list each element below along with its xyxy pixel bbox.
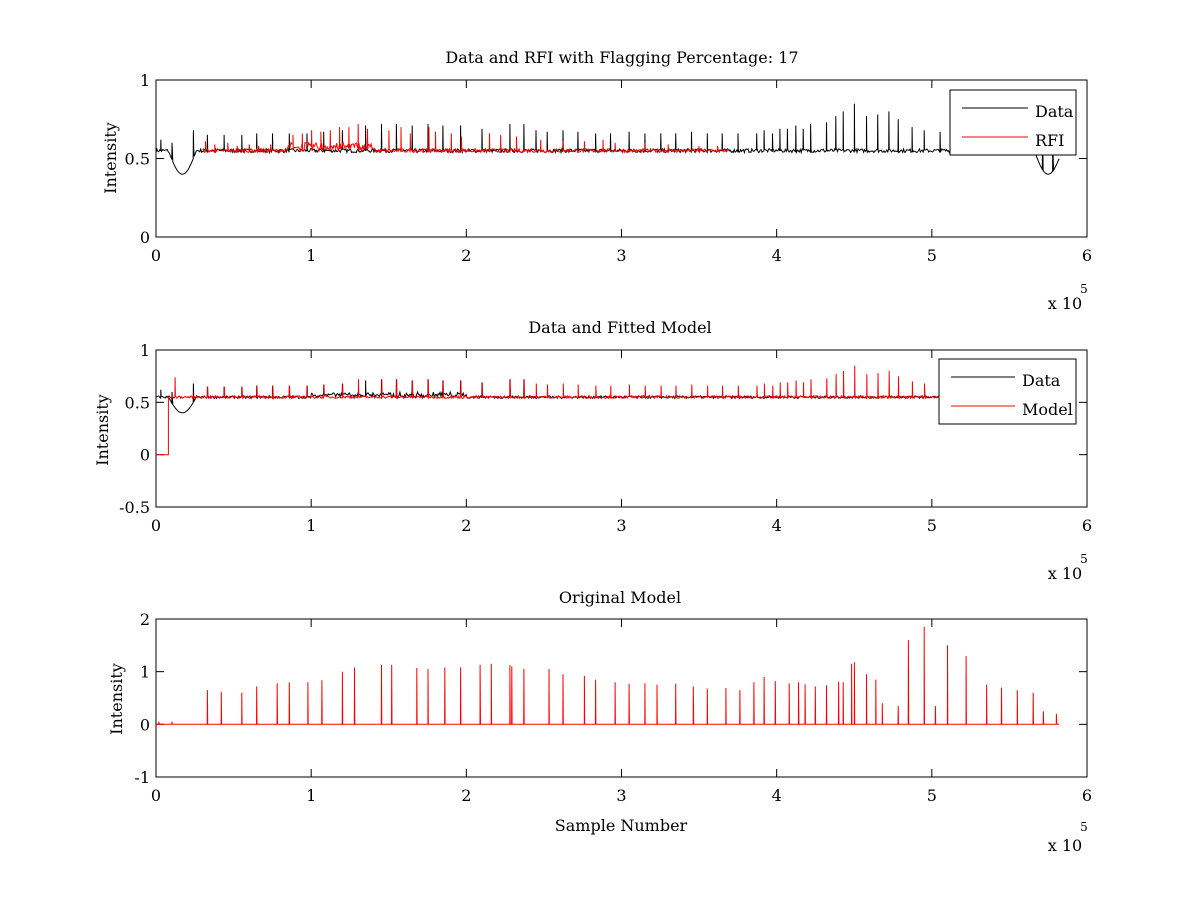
x-tick-label: 5 bbox=[927, 246, 937, 265]
panel-2-legend-box bbox=[938, 358, 1077, 425]
panel-2-legend-data-label: Data bbox=[1022, 371, 1061, 390]
series-rfi-line bbox=[202, 123, 730, 155]
x-tick-label: 1 bbox=[306, 246, 316, 265]
panel-3-xlabel: Sample Number bbox=[555, 816, 688, 835]
panel-1-legend-rfi-label: RFI bbox=[1035, 131, 1064, 150]
series-data-line bbox=[155, 379, 1060, 414]
x-tick-label: 3 bbox=[616, 786, 626, 805]
x-tick-label: 2 bbox=[461, 516, 471, 535]
y-tick-label: 0 bbox=[140, 715, 150, 734]
panel-2-exponent-base: x 10 bbox=[1048, 564, 1082, 583]
panel-1-ylabel: Intensity bbox=[101, 122, 120, 194]
panel-1-legend-box bbox=[949, 89, 1077, 156]
y-tick-label: 1 bbox=[140, 341, 150, 360]
panel-1-title: Data and RFI with Flagging Percentage: 1… bbox=[445, 48, 798, 67]
panel-3-ylabel: Intensity bbox=[107, 663, 126, 735]
y-tick-label: 0 bbox=[140, 228, 150, 247]
x-tick-label: 5 bbox=[927, 786, 937, 805]
panel-1-exponent-power: 5 bbox=[1080, 282, 1088, 296]
y-tick-label: 1 bbox=[140, 71, 150, 90]
panel-2-title: Data and Fitted Model bbox=[528, 318, 711, 337]
panel-3-exponent-power: 5 bbox=[1080, 820, 1088, 834]
x-tick-label: 4 bbox=[772, 516, 782, 535]
x-tick-label: 3 bbox=[616, 516, 626, 535]
x-tick-label: 5 bbox=[927, 516, 937, 535]
x-tick-label: 2 bbox=[461, 246, 471, 265]
panel-1-legend-data-label: Data bbox=[1035, 102, 1074, 121]
y-tick-label: -1 bbox=[134, 768, 150, 787]
panel-2: Data and Fitted Model Intensity 0 1 2 3 4 5 6 -… bbox=[93, 318, 1092, 583]
y-tick-label: 0.5 bbox=[125, 150, 150, 169]
x-tick-label: 2 bbox=[461, 786, 471, 805]
x-tick-label: 6 bbox=[1082, 786, 1092, 805]
x-tick-label: 3 bbox=[616, 246, 626, 265]
panel-1-exponent-base: x 10 bbox=[1048, 294, 1082, 313]
panel-2-exponent-power: 5 bbox=[1080, 552, 1088, 566]
x-tick-label: 4 bbox=[772, 786, 782, 805]
x-tick-label: 1 bbox=[306, 516, 316, 535]
y-tick-label: -0.5 bbox=[119, 498, 150, 517]
x-tick-label: 0 bbox=[151, 516, 161, 535]
series-model-line bbox=[156, 365, 1059, 456]
panel-1: Data and RFI with Flagging Percentage: 1… bbox=[101, 48, 1092, 313]
y-tick-label: 2 bbox=[140, 610, 150, 629]
y-tick-label: 0.5 bbox=[125, 393, 150, 412]
y-tick-label: 1 bbox=[140, 663, 150, 682]
x-tick-label: 0 bbox=[151, 786, 161, 805]
x-tick-label: 4 bbox=[772, 246, 782, 265]
panel-3-exponent-base: x 10 bbox=[1048, 836, 1082, 855]
panel-1-plot: 0 1 2 3 4 5 6 0 0.5 1 bbox=[125, 71, 1093, 265]
y-tick-label: 0 bbox=[140, 446, 150, 465]
x-tick-label: 6 bbox=[1082, 516, 1092, 535]
x-tick-label: 0 bbox=[151, 246, 161, 265]
panel-2-legend-model-label: Model bbox=[1022, 400, 1073, 419]
panel-1-legend: Data RFI bbox=[949, 89, 1077, 156]
panel-2-ylabel: Intensity bbox=[93, 394, 112, 466]
series-model-line bbox=[156, 626, 1060, 725]
x-tick-label: 1 bbox=[306, 786, 316, 805]
panel-2-plot: 0 1 2 3 4 5 6-0.500.51 bbox=[119, 341, 1092, 535]
panel-2-legend: Data Model bbox=[938, 358, 1077, 425]
x-tick-label: 6 bbox=[1082, 246, 1092, 265]
panel-3-title: Original Model bbox=[559, 588, 681, 607]
